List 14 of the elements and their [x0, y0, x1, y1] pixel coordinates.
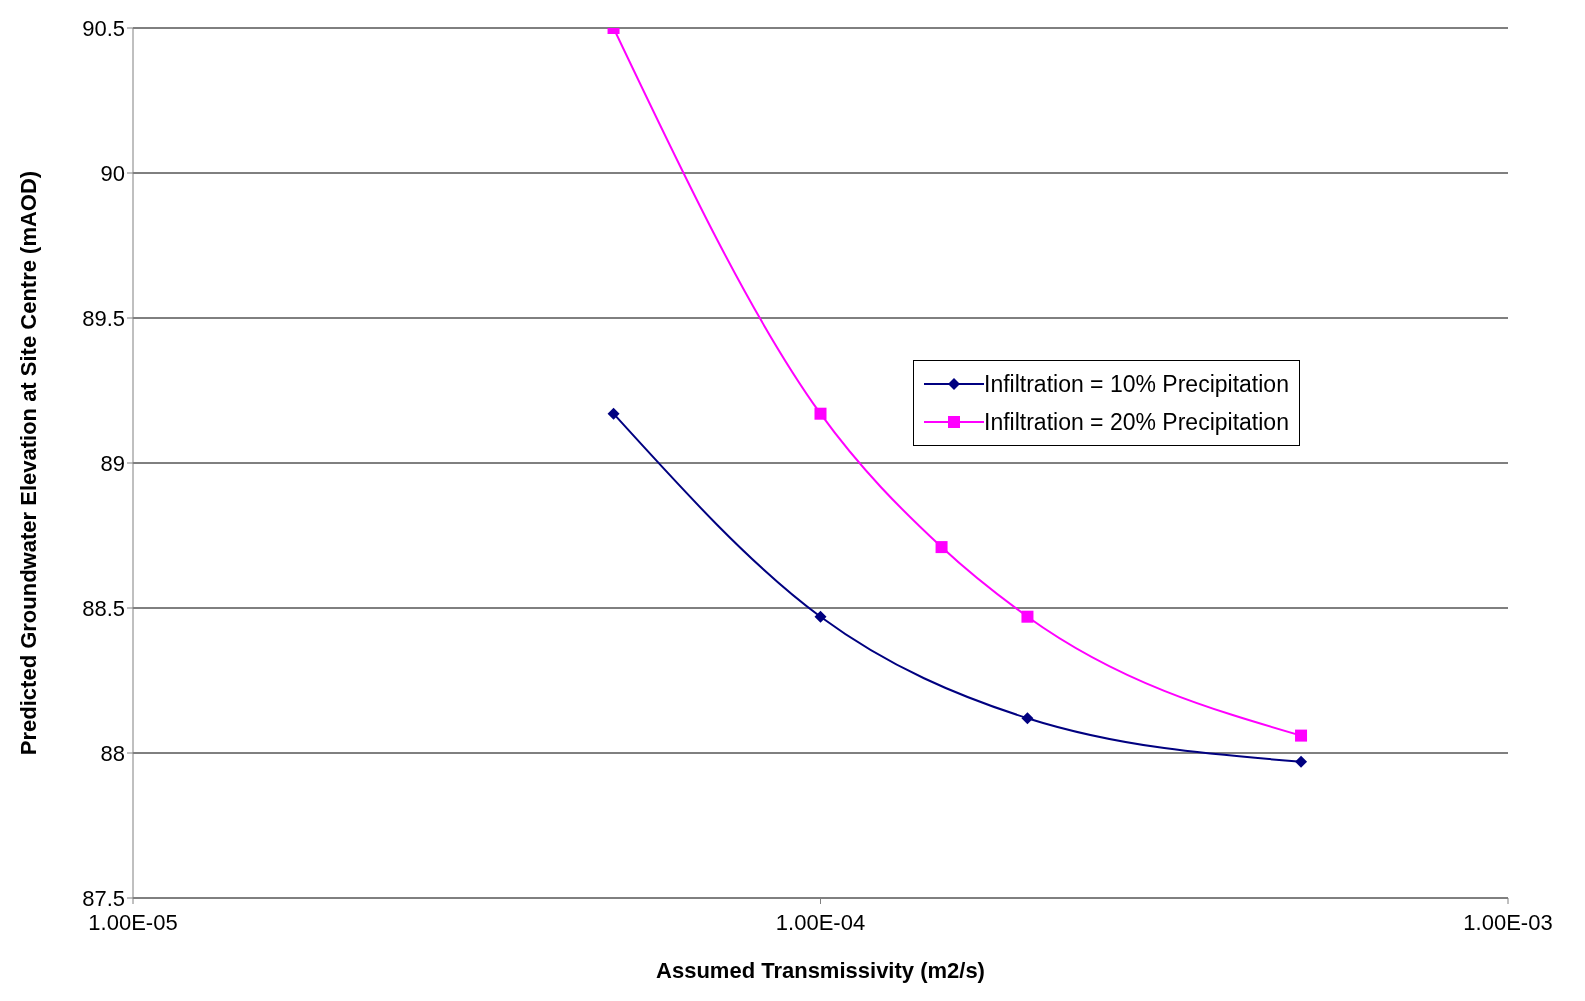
y-tick-label: 88	[100, 740, 125, 766]
y-tick-label: 88.5	[82, 595, 125, 621]
x-tick-label: 1.00E-04	[775, 909, 866, 935]
y-tick-label: 90	[100, 160, 125, 186]
y-tick-label: 87.5	[82, 885, 125, 911]
y-tick-label: 89	[100, 450, 125, 476]
y-axis-title: Predicted Groundwater Elevation at Site Centre (mAOD)	[15, 170, 41, 756]
x-axis-title: Assumed Transmissivity (m2/s)	[656, 958, 985, 983]
y-tick-label: 89.5	[82, 305, 125, 331]
y-tick-label: 90.5	[82, 15, 125, 41]
x-tick-label: 1.00E-05	[88, 909, 178, 935]
legend-label: Infiltration = 10% Precipitation	[984, 370, 1289, 398]
x-tick-label: 1.00E-03	[1463, 909, 1553, 935]
legend-label: Infiltration = 20% Precipitation	[984, 408, 1289, 436]
